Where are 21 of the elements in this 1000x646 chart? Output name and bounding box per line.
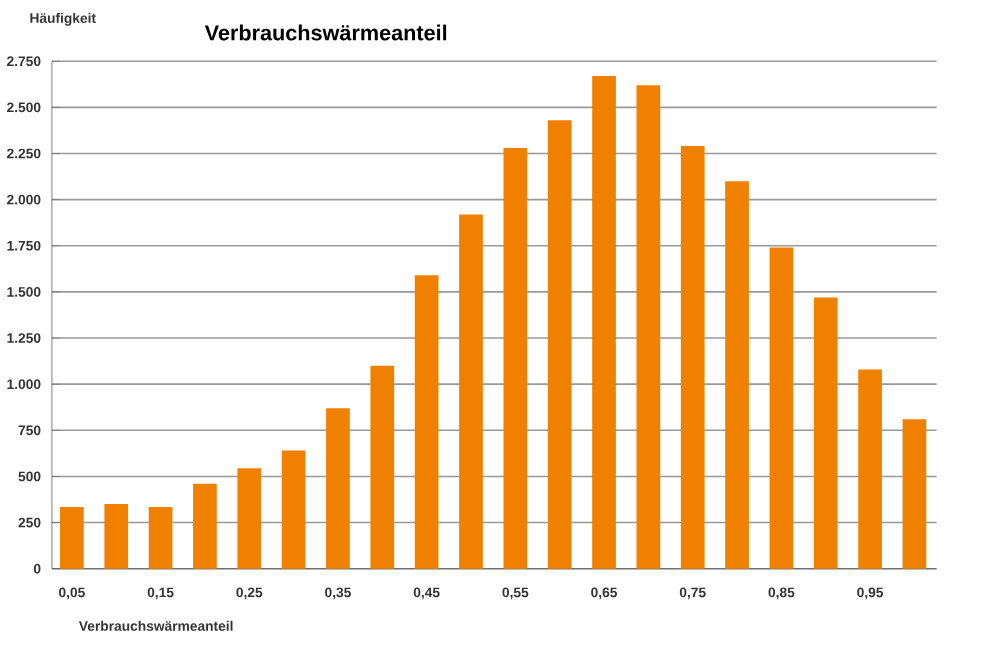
bar — [680, 146, 705, 569]
bar — [858, 369, 882, 569]
bar — [813, 297, 838, 569]
bar — [193, 483, 217, 569]
bar — [148, 507, 173, 569]
bar — [547, 120, 572, 569]
bar — [592, 76, 616, 569]
bar — [370, 365, 395, 569]
bar — [281, 450, 306, 569]
chart-title: Verbrauchswärmeanteil — [204, 24, 447, 41]
bar — [414, 275, 439, 569]
bar — [636, 85, 661, 569]
bar — [725, 181, 749, 569]
bar — [902, 419, 927, 569]
bar — [503, 148, 528, 569]
bar — [326, 408, 350, 569]
bar — [459, 214, 483, 569]
bar — [60, 507, 84, 569]
bar — [769, 247, 794, 569]
bar — [237, 468, 262, 569]
bar — [104, 504, 129, 569]
